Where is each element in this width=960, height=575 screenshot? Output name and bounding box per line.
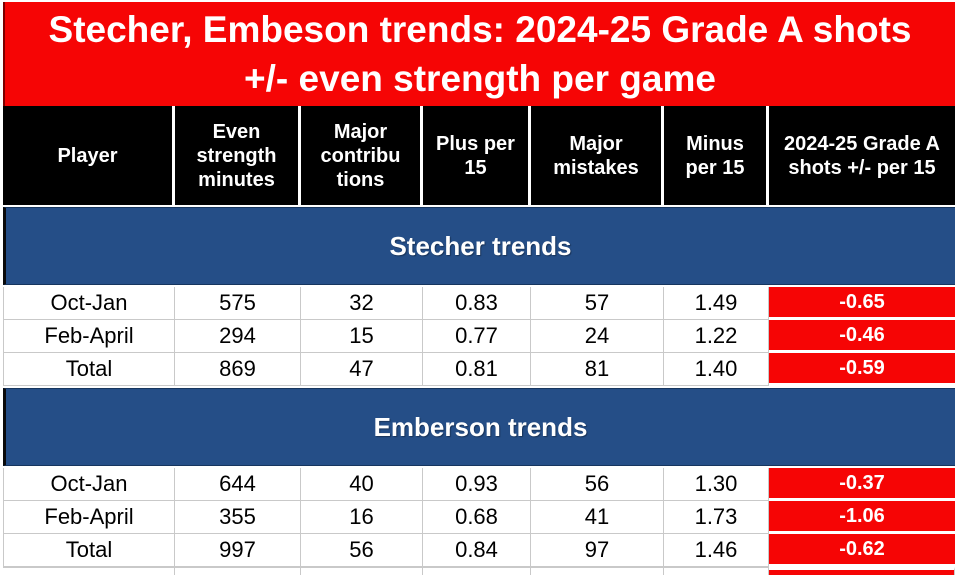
row-label-cell: Total (3, 534, 175, 567)
stat-cell: 57 (531, 287, 664, 320)
partial-cell (301, 567, 423, 575)
row-label-cell: Feb-April (3, 320, 175, 353)
row-label-cell: Oct-Jan (3, 287, 175, 320)
table-row: Feb-April 294 15 0.77 24 1.22 -0.46 (3, 320, 955, 353)
table-row: Total 869 47 0.81 81 1.40 -0.59 (3, 353, 955, 386)
stat-cell: 294 (175, 320, 301, 353)
stat-cell: 1.40 (664, 353, 769, 386)
stat-cell: 869 (175, 353, 301, 386)
stat-cell: 0.68 (423, 501, 531, 534)
stat-cell: 1.46 (664, 534, 769, 567)
section-band-stecher: Stecher trends (3, 207, 955, 285)
stat-cell: 56 (301, 534, 423, 567)
stat-cell: 41 (531, 501, 664, 534)
header-major-contributions: Major contribu tions (301, 106, 423, 205)
stat-cell: 0.77 (423, 320, 531, 353)
partial-cell (664, 567, 769, 575)
partial-cell (175, 567, 301, 575)
stat-cell: 1.73 (664, 501, 769, 534)
partial-cell (3, 567, 175, 575)
header-grade-a-shots-per-15: 2024-25 Grade A shots +/- per 15 (769, 106, 955, 205)
stat-cell: 1.22 (664, 320, 769, 353)
partial-cell (769, 567, 955, 575)
stat-cell: 644 (175, 468, 301, 501)
partial-cell (531, 567, 664, 575)
stat-cell: 40 (301, 468, 423, 501)
stat-cell: 0.83 (423, 287, 531, 320)
stat-cell: 1.30 (664, 468, 769, 501)
stat-cell: 0.84 (423, 534, 531, 567)
stat-cell: 47 (301, 353, 423, 386)
table-row: Total 997 56 0.84 97 1.46 -0.62 (3, 534, 955, 567)
plus-minus-cell: -0.65 (769, 287, 955, 320)
table-row: Oct-Jan 644 40 0.93 56 1.30 -0.37 (3, 468, 955, 501)
section-label: Emberson trends (373, 411, 588, 442)
stat-cell: 997 (175, 534, 301, 567)
row-label-cell: Feb-April (3, 501, 175, 534)
plus-minus-cell: -0.62 (769, 534, 955, 567)
stat-cell: 1.49 (664, 287, 769, 320)
stat-cell: 15 (301, 320, 423, 353)
page-title: Stecher, Embeson trends: 2024-25 Grade A… (48, 9, 912, 99)
table-header-row: Player Even strength minutes Major contr… (3, 106, 955, 205)
row-label-cell: Oct-Jan (3, 468, 175, 501)
title-banner: Stecher, Embeson trends: 2024-25 Grade A… (3, 2, 955, 106)
stat-cell: 24 (531, 320, 664, 353)
header-major-mistakes: Major mistakes (531, 106, 664, 205)
plus-minus-cell: -1.06 (769, 501, 955, 534)
stat-cell: 32 (301, 287, 423, 320)
header-minus-per-15: Minus per 15 (664, 106, 769, 205)
plus-minus-cell: -0.37 (769, 468, 955, 501)
header-plus-per-15: Plus per 15 (423, 106, 531, 205)
partial-cell (423, 567, 531, 575)
header-player: Player (3, 106, 175, 205)
stat-cell: 97 (531, 534, 664, 567)
row-label-cell: Total (3, 353, 175, 386)
partial-clipped-row (3, 567, 955, 575)
stat-cell: 56 (531, 468, 664, 501)
plus-minus-cell: -0.46 (769, 320, 955, 353)
stat-cell: 0.93 (423, 468, 531, 501)
section-band-emberson: Emberson trends (3, 388, 955, 466)
stat-cell: 355 (175, 501, 301, 534)
table-row: Feb-April 355 16 0.68 41 1.73 -1.06 (3, 501, 955, 534)
stat-cell: 575 (175, 287, 301, 320)
header-even-strength-minutes: Even strength minutes (175, 106, 301, 205)
stat-cell: 81 (531, 353, 664, 386)
stat-cell: 0.81 (423, 353, 531, 386)
section-label: Stecher trends (389, 230, 572, 261)
stat-cell: 16 (301, 501, 423, 534)
plus-minus-cell: -0.59 (769, 353, 955, 386)
table-row: Oct-Jan 575 32 0.83 57 1.49 -0.65 (3, 287, 955, 320)
